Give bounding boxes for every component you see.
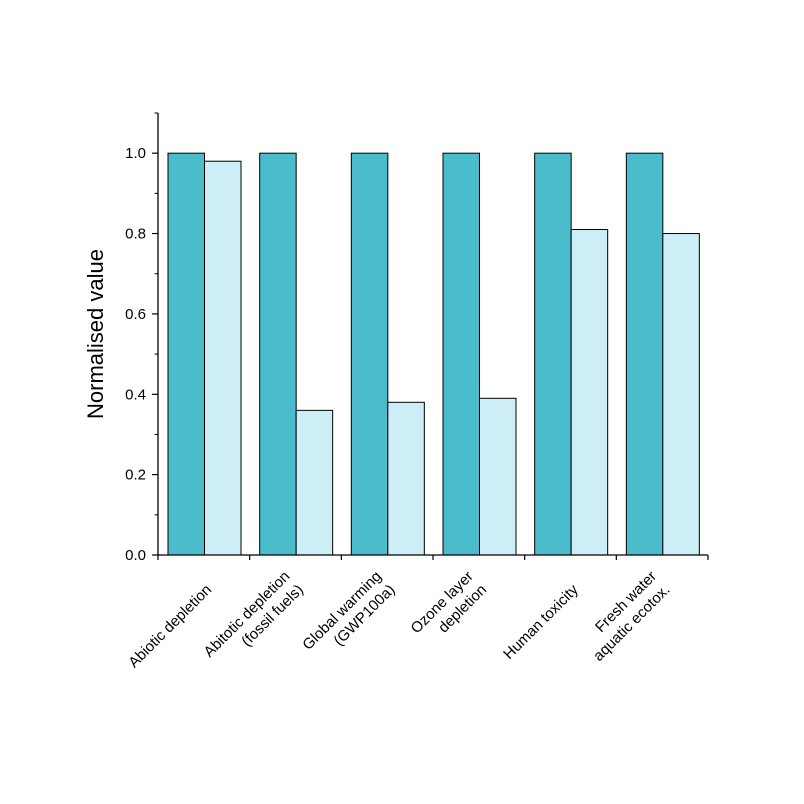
y-axis-title: Normalised value [83, 249, 108, 419]
bar-s1-c3 [350, 152, 389, 556]
bar-s2-c5 [570, 229, 609, 556]
bars-group [167, 152, 700, 556]
bar-s2-c4 [479, 397, 517, 556]
bar-s2-c1 [204, 160, 242, 556]
bar-s1-c6 [625, 152, 664, 556]
x-category-label: Global warming(GWP100a) [299, 568, 398, 667]
bar-s1-c4 [442, 152, 480, 556]
y-tick-label: 0.6 [125, 306, 146, 323]
bar-s2-c6 [662, 233, 700, 556]
x-category-label-line: Abiotic depletion [125, 581, 215, 671]
axes-group [152, 112, 709, 560]
x-category-label: Human toxicity [500, 581, 582, 663]
x-category-label: Fresh wateraquatic ecotox. [577, 568, 674, 665]
x-category-label: Abiotic depletion [125, 581, 215, 671]
bar-s1-c5 [534, 152, 572, 556]
x-category-label-line: Human toxicity [500, 581, 582, 663]
bar-s2-c2 [295, 409, 334, 556]
bar-s1-c2 [259, 152, 297, 556]
y-tick-label: 1.0 [125, 145, 146, 162]
bar-s1-c1 [167, 152, 205, 556]
y-tick-label: 0.8 [125, 226, 146, 243]
x-category-label: Abitotic depletion(fossil fuels) [201, 568, 307, 674]
bar-s2-c3 [387, 401, 425, 556]
x-category-label: Ozone layerdepletion [408, 568, 491, 651]
y-tick-label: 0.4 [125, 386, 146, 403]
y-tick-label: 0.2 [125, 467, 146, 484]
y-tick-label: 0.0 [125, 547, 146, 564]
